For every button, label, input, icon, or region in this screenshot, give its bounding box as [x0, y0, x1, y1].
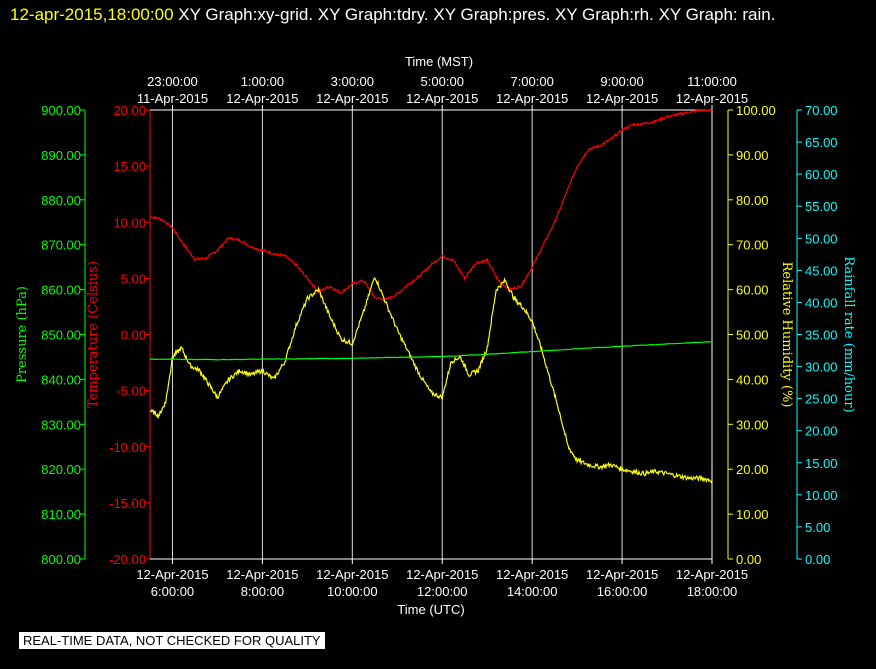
rainfall-tick-label: 40.00 — [805, 295, 838, 310]
rainfall-tick-label: 65.00 — [805, 135, 838, 150]
humidity-series-line — [149, 276, 713, 484]
pressure-tick-label: 820.00 — [41, 462, 81, 477]
top-axis-tick-date: 12-Apr-2015 — [406, 91, 478, 106]
rainfall-tick-label: 50.00 — [805, 231, 838, 246]
temperature-tick-label: 20.00 — [113, 103, 146, 118]
pressure-tick-label: 830.00 — [41, 417, 81, 432]
humidity-tick-label: 20.00 — [736, 462, 769, 477]
top-axis-tick-time: 5:00:00 — [421, 74, 464, 89]
pressure-tick-label: 810.00 — [41, 507, 81, 522]
top-axis-tick-time: 1:00:00 — [241, 74, 284, 89]
humidity-tick-label: 10.00 — [736, 507, 769, 522]
humidity-tick-label: 60.00 — [736, 283, 769, 298]
bottom-axis-tick-date: 12-Apr-2015 — [316, 567, 388, 582]
bottom-axis-tick-date: 12-Apr-2015 — [496, 567, 568, 582]
rainfall-tick-label: 45.00 — [805, 263, 838, 278]
top-axis-tick-time: 11:00:00 — [687, 74, 737, 89]
graph-title-line: 12-apr-2015,18:00:00 XY Graph:xy-grid. X… — [10, 3, 860, 27]
bottom-axis-tick-time: 8:00:00 — [241, 584, 284, 599]
pressure-tick-label: 840.00 — [41, 372, 81, 387]
top-axis-tick-time: 3:00:00 — [331, 74, 374, 89]
top-axis-tick-date: 12-Apr-2015 — [316, 91, 388, 106]
top-axis-tick-date: 12-Apr-2015 — [226, 91, 298, 106]
humidity-tick-label: 40.00 — [736, 372, 769, 387]
rainfall-tick-label: 30.00 — [805, 360, 838, 375]
rainfall-tick-label: 55.00 — [805, 199, 838, 214]
humidity-tick-label: 90.00 — [736, 148, 769, 163]
humidity-tick-label: 0.00 — [736, 552, 761, 567]
pressure-tick-label: 900.00 — [41, 103, 81, 118]
top-axis-tick-date: 12-Apr-2015 — [586, 91, 658, 106]
temperature-tick-label: -5.00 — [116, 384, 146, 399]
bottom-axis-tick-time: 16:00:00 — [597, 584, 648, 599]
humidity-tick-label: 30.00 — [736, 417, 769, 432]
humidity-tick-label: 80.00 — [736, 193, 769, 208]
pressure-tick-label: 850.00 — [41, 328, 81, 343]
top-axis-tick-date: 12-Apr-2015 — [676, 91, 748, 106]
bottom-axis-tick-date: 12-Apr-2015 — [226, 567, 298, 582]
pressure-tick-label: 890.00 — [41, 148, 81, 163]
rainfall-tick-label: 0.00 — [805, 552, 830, 567]
bottom-axis-tick-date: 12-Apr-2015 — [586, 567, 658, 582]
humidity-tick-label: 70.00 — [736, 238, 769, 253]
rainfall-axis-title: Rainfall rate (mm/hour) — [841, 256, 856, 412]
temperature-series-line — [149, 108, 713, 301]
bottom-axis-tick-time: 14:00:00 — [507, 584, 558, 599]
top-axis-tick-date: 11-Apr-2015 — [137, 91, 208, 106]
temperature-tick-label: 10.00 — [113, 215, 146, 230]
pressure-tick-label: 880.00 — [41, 193, 81, 208]
temperature-tick-label: -10.00 — [109, 440, 146, 455]
bottom-axis-tick-time: 12:00:00 — [417, 584, 468, 599]
bottom-axis-tick-time: 10:00:00 — [327, 584, 378, 599]
temperature-tick-label: -15.00 — [109, 496, 146, 511]
rainfall-tick-label: 35.00 — [805, 328, 838, 343]
quality-disclaimer: REAL-TIME DATA, NOT CHECKED FOR QUALITY — [19, 632, 325, 649]
rainfall-tick-label: 5.00 — [805, 520, 830, 535]
top-axis-title: Time (MST) — [405, 54, 473, 69]
bottom-axis-tick-time: 18:00:00 — [687, 584, 738, 599]
rainfall-tick-label: 70.00 — [805, 103, 838, 118]
top-axis-tick-time: 7:00:00 — [510, 74, 553, 89]
graph-title-text: XY Graph:xy-grid. XY Graph:tdry. XY Grap… — [178, 5, 776, 24]
temperature-tick-label: 5.00 — [121, 271, 146, 286]
bottom-axis-title: Time (UTC) — [397, 602, 464, 617]
temperature-tick-label: 0.00 — [121, 328, 146, 343]
pressure-axis-title: Pressure (hPa) — [15, 286, 30, 383]
bottom-axis-tick-time: 6:00:00 — [151, 584, 194, 599]
pressure-tick-label: 800.00 — [41, 552, 81, 567]
humidity-tick-label: 100.00 — [736, 103, 776, 118]
top-axis-tick-time: 23:00:00 — [147, 74, 198, 89]
graph-timestamp: 12-apr-2015,18:00:00 — [10, 5, 174, 24]
rainfall-tick-label: 25.00 — [805, 392, 838, 407]
rainfall-tick-label: 10.00 — [805, 488, 838, 503]
bottom-axis-tick-date: 12-Apr-2015 — [406, 567, 478, 582]
top-axis-tick-date: 12-Apr-2015 — [496, 91, 568, 106]
temperature-axis-title: Temperature (Celsius) — [86, 261, 101, 408]
rainfall-tick-label: 15.00 — [805, 456, 838, 471]
pressure-tick-label: 860.00 — [41, 283, 81, 298]
humidity-tick-label: 50.00 — [736, 328, 769, 343]
pressure-tick-label: 870.00 — [41, 238, 81, 253]
bottom-axis-tick-date: 12-Apr-2015 — [136, 567, 208, 582]
pressure-series-line — [149, 341, 713, 361]
temperature-tick-label: -20.00 — [109, 552, 146, 567]
humidity-axis-title: Relative Humidity (%) — [779, 262, 794, 408]
top-axis-tick-time: 9:00:00 — [600, 74, 643, 89]
rainfall-tick-label: 20.00 — [805, 424, 838, 439]
bottom-axis-tick-date: 12-Apr-2015 — [676, 567, 748, 582]
temperature-tick-label: 15.00 — [113, 159, 146, 174]
rainfall-tick-label: 60.00 — [805, 167, 838, 182]
